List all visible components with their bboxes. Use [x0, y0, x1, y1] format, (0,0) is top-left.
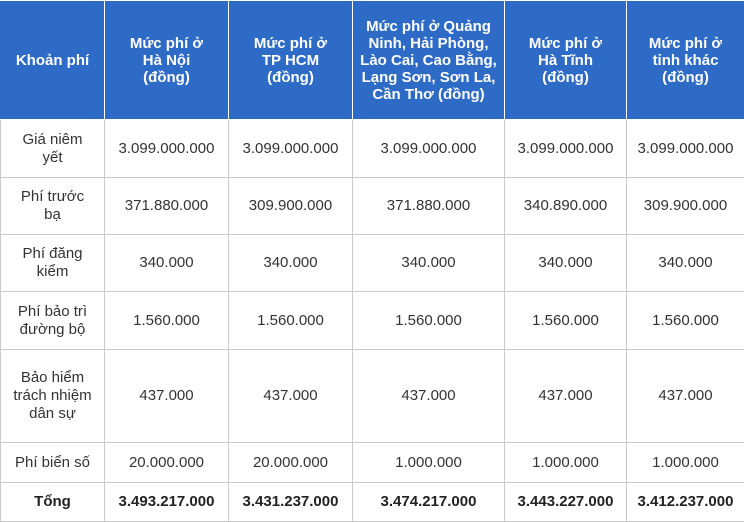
table-cell: 1.560.000: [105, 292, 229, 350]
row-label: Giá niêm yết: [1, 120, 105, 178]
table-cell: 20.000.000: [105, 443, 229, 483]
table-cell: 340.000: [505, 235, 627, 292]
total-cell: 3.493.217.000: [105, 483, 229, 522]
table-cell: 437.000: [229, 350, 353, 443]
row-label: Phí biển số: [1, 443, 105, 483]
table-cell: 371.880.000: [105, 178, 229, 235]
total-label: Tổng: [1, 483, 105, 522]
table-cell: 1.000.000: [353, 443, 505, 483]
table-cell: 1.560.000: [627, 292, 744, 350]
table-cell: 437.000: [105, 350, 229, 443]
table-cell: 340.890.000: [505, 178, 627, 235]
table-cell: 437.000: [627, 350, 744, 443]
header-label: Mức phí ở Quảng Ninh, Hải Phòng, Lào Cai…: [357, 18, 500, 103]
table-row: Phí bảo trì đường bộ 1.560.000 1.560.000…: [1, 292, 744, 350]
total-cell: 3.443.227.000: [505, 483, 627, 522]
header-hcm: Mức phí ở TP HCM (đồng): [229, 1, 353, 120]
header-label: Mức phí ở tỉnh khác (đồng): [631, 35, 740, 86]
total-cell: 3.431.237.000: [229, 483, 353, 522]
table-cell: 340.000: [353, 235, 505, 292]
table-cell: 1.560.000: [353, 292, 505, 350]
total-cell: 3.412.237.000: [627, 483, 744, 522]
header-label: Mức phí ở Hà Tĩnh (đồng): [509, 35, 622, 86]
table-cell: 340.000: [105, 235, 229, 292]
table-cell: 309.900.000: [627, 178, 744, 235]
table-cell: 1.560.000: [505, 292, 627, 350]
header-label: Mức phí ở TP HCM (đồng): [233, 35, 348, 86]
table-cell: 371.880.000: [353, 178, 505, 235]
table-cell: 309.900.000: [229, 178, 353, 235]
table-cell: 1.000.000: [627, 443, 744, 483]
row-label: Phí trước bạ: [1, 178, 105, 235]
table-cell: 1.560.000: [229, 292, 353, 350]
table-row: Phí biển số 20.000.000 20.000.000 1.000.…: [1, 443, 744, 483]
table-cell: 3.099.000.000: [627, 120, 744, 178]
table-cell: 340.000: [229, 235, 353, 292]
table-row: Giá niêm yết 3.099.000.000 3.099.000.000…: [1, 120, 744, 178]
table-cell: 3.099.000.000: [353, 120, 505, 178]
row-label: Phí đăng kiểm: [1, 235, 105, 292]
row-label: Bảo hiểm trách nhiệm dân sự: [1, 350, 105, 443]
table-cell: 1.000.000: [505, 443, 627, 483]
table-row: Bảo hiểm trách nhiệm dân sự 437.000 437.…: [1, 350, 744, 443]
table-cell: 340.000: [627, 235, 744, 292]
header-group-provinces: Mức phí ở Quảng Ninh, Hải Phòng, Lào Cai…: [353, 1, 505, 120]
table-row: Phí trước bạ 371.880.000 309.900.000 371…: [1, 178, 744, 235]
table-row: Phí đăng kiểm 340.000 340.000 340.000 34…: [1, 235, 744, 292]
header-hatinh: Mức phí ở Hà Tĩnh (đồng): [505, 1, 627, 120]
header-label: Mức phí ở Hà Nội (đồng): [109, 35, 224, 86]
row-label: Phí bảo trì đường bộ: [1, 292, 105, 350]
table-cell: 20.000.000: [229, 443, 353, 483]
header-other-provinces: Mức phí ở tỉnh khác (đồng): [627, 1, 744, 120]
header-label: Khoản phí: [5, 52, 100, 69]
header-fee-type: Khoản phí: [1, 1, 105, 120]
table-cell: 437.000: [353, 350, 505, 443]
table-cell: 437.000: [505, 350, 627, 443]
header-hanoi: Mức phí ở Hà Nội (đồng): [105, 1, 229, 120]
table-cell: 3.099.000.000: [105, 120, 229, 178]
header-row: Khoản phí Mức phí ở Hà Nội (đồng) Mức ph…: [1, 1, 744, 120]
table-cell: 3.099.000.000: [505, 120, 627, 178]
total-cell: 3.474.217.000: [353, 483, 505, 522]
total-row: Tổng 3.493.217.000 3.431.237.000 3.474.2…: [1, 483, 744, 522]
table-cell: 3.099.000.000: [229, 120, 353, 178]
